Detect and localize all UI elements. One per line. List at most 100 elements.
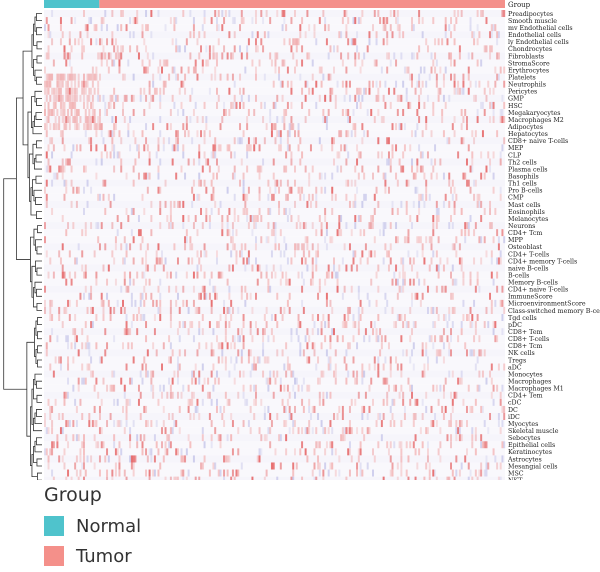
heatmap-cell [116, 215, 119, 223]
heatmap-cell [47, 73, 50, 81]
heatmap-cell [74, 398, 77, 406]
heatmap-cell [425, 236, 428, 244]
heatmap-cell [478, 285, 481, 293]
heatmap-cell [286, 356, 289, 364]
heatmap-cell [146, 52, 149, 60]
heatmap-cell [384, 186, 387, 194]
heatmap-cell [210, 179, 213, 187]
heatmap-cell [467, 66, 470, 74]
heatmap-cell [254, 384, 257, 392]
heatmap-cell [393, 321, 396, 329]
heatmap-cell [490, 101, 493, 109]
heatmap-cell [198, 52, 201, 60]
heatmap-cell [191, 391, 194, 399]
heatmap-cell [480, 151, 483, 159]
heatmap-cell [67, 469, 70, 477]
heatmap-cell [205, 342, 208, 350]
heatmap-cell [77, 38, 80, 46]
heatmap-cell [434, 52, 437, 60]
heatmap-cell [203, 285, 206, 293]
heatmap-cell [395, 278, 398, 286]
heatmap-cell [489, 31, 492, 39]
heatmap-cell [201, 427, 204, 435]
row-label: CLP [508, 152, 522, 159]
heatmap-cell [171, 349, 174, 357]
heatmap-cell [95, 73, 98, 81]
heatmap-cell [418, 193, 421, 201]
heatmap-cell [327, 52, 330, 60]
heatmap-cell [426, 285, 429, 293]
heatmap-cell [395, 172, 398, 180]
heatmap-cell [223, 299, 226, 307]
heatmap-cell [249, 384, 252, 392]
heatmap-cell [139, 370, 142, 378]
heatmap-cell [74, 17, 77, 25]
heatmap-cell [400, 123, 403, 131]
heatmap-cell [164, 200, 167, 208]
heatmap-cell [132, 130, 135, 138]
heatmap-cell [301, 384, 304, 392]
heatmap-cell [430, 257, 433, 265]
heatmap-cell [122, 342, 124, 350]
heatmap-cell [492, 398, 495, 406]
heatmap-cell [338, 264, 341, 272]
heatmap-cell [182, 80, 185, 88]
heatmap-cell [247, 356, 250, 364]
heatmap-cell [295, 243, 298, 251]
heatmap-cell [418, 200, 421, 208]
heatmap-cell [145, 250, 148, 258]
heatmap-cell [278, 186, 281, 194]
heatmap-cell [494, 335, 497, 343]
row-label: Skeletal muscle [508, 428, 559, 435]
heatmap-cell [292, 476, 295, 480]
heatmap-cell [357, 391, 360, 399]
heatmap-cell [91, 73, 94, 81]
heatmap-cell [294, 200, 296, 208]
heatmap-cell [192, 31, 195, 39]
heatmap-cell [499, 299, 502, 307]
heatmap-cell [354, 193, 357, 201]
heatmap-cell [49, 165, 52, 173]
heatmap-cell [208, 52, 211, 60]
heatmap-row [44, 144, 505, 152]
heatmap-cell [84, 229, 87, 237]
heatmap-cell [146, 349, 149, 357]
heatmap-cell [501, 405, 504, 413]
heatmap-cell [322, 476, 325, 480]
heatmap-cell [490, 250, 493, 258]
heatmap-cell [398, 94, 401, 102]
heatmap-cell [263, 314, 266, 322]
heatmap-cell [44, 80, 46, 88]
heatmap-cell [286, 80, 289, 88]
heatmap-cell [411, 73, 413, 81]
heatmap-cell [260, 38, 263, 46]
heatmap-cell [215, 250, 218, 258]
heatmap-cell [402, 80, 405, 88]
heatmap-cell [136, 441, 139, 449]
heatmap-cell [407, 377, 410, 385]
heatmap-cell [196, 130, 199, 138]
heatmap-cell [169, 271, 172, 279]
heatmap-cell [246, 398, 249, 406]
heatmap-cell [127, 215, 130, 223]
heatmap-cell [494, 80, 497, 88]
heatmap-cell [290, 335, 293, 343]
heatmap-cell [239, 45, 242, 53]
heatmap-cell [451, 292, 454, 300]
heatmap-cell [240, 292, 243, 300]
heatmap-cell [444, 24, 447, 32]
heatmap-cell [77, 434, 80, 442]
row-label: MEP [508, 145, 524, 152]
heatmap-cell [418, 236, 421, 244]
heatmap-cell [460, 87, 463, 95]
heatmap-cell [426, 151, 429, 159]
heatmap-cell [187, 306, 190, 315]
heatmap-cell [373, 363, 376, 371]
heatmap-cell [223, 469, 226, 477]
heatmap-cell [497, 420, 500, 428]
heatmap-cell [68, 38, 71, 46]
heatmap-cell [341, 321, 344, 329]
heatmap-cell [324, 215, 327, 223]
heatmap-cell [366, 257, 369, 265]
heatmap-cell [176, 257, 179, 265]
